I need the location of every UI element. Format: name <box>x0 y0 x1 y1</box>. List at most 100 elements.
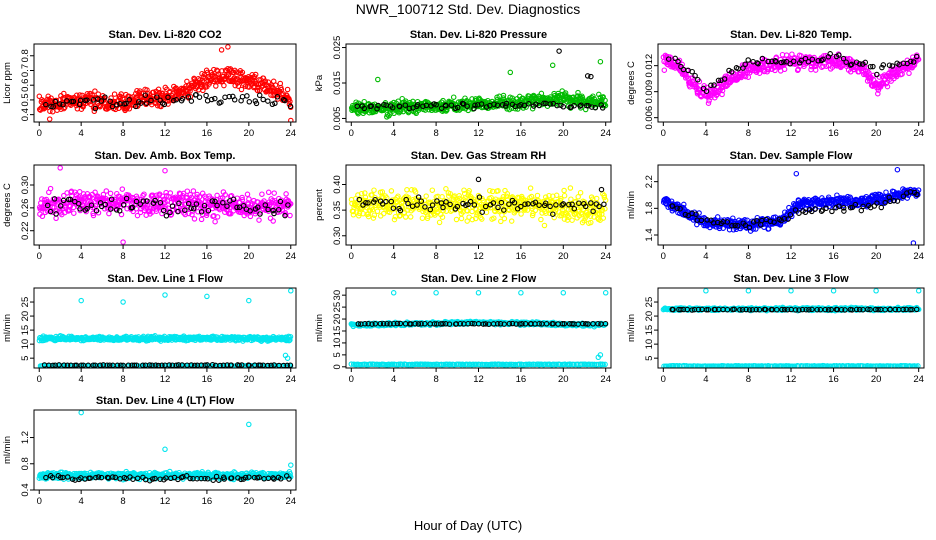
data-point <box>404 187 410 193</box>
data-point <box>587 213 594 219</box>
outlier-point <box>475 176 482 183</box>
y-axis-label: kPa <box>314 74 325 91</box>
data-point <box>438 105 445 112</box>
outlier-point <box>246 297 252 304</box>
x-tick-label: 8 <box>746 251 751 262</box>
data-point <box>870 63 876 70</box>
data-point <box>561 192 568 199</box>
data-point <box>93 207 100 214</box>
data-point <box>693 211 699 218</box>
data-point <box>569 201 575 208</box>
data-point <box>886 62 893 68</box>
data-point <box>862 59 869 66</box>
data-point <box>186 210 192 217</box>
data-point <box>578 102 584 108</box>
data-point <box>220 362 227 368</box>
outlier-point <box>218 47 225 53</box>
data-point <box>226 93 233 100</box>
data-point <box>98 98 105 104</box>
data-point <box>161 101 168 108</box>
data-point <box>257 362 264 368</box>
data-point <box>581 218 587 224</box>
data-point <box>91 108 98 115</box>
x-tick-label: 0 <box>349 128 354 139</box>
data-point <box>90 212 97 219</box>
data-point <box>107 98 113 104</box>
data-point <box>889 63 896 69</box>
data-point <box>447 201 453 208</box>
data-point <box>100 362 107 368</box>
data-point <box>447 190 453 197</box>
data-point <box>189 211 195 218</box>
data-point <box>577 189 584 196</box>
x-axis: 0 4 8 12 16 20 24 <box>349 245 611 262</box>
data-point <box>423 193 429 199</box>
data-point <box>39 213 46 220</box>
data-point <box>287 333 294 340</box>
data-point <box>874 200 880 206</box>
data-point <box>472 102 478 109</box>
data-point <box>278 86 285 93</box>
data-point <box>550 211 556 217</box>
data-point <box>52 362 58 368</box>
data-point <box>440 204 446 211</box>
y-tick-label: 25 <box>20 297 31 308</box>
data-point <box>265 189 272 196</box>
data-point <box>239 194 245 201</box>
data-point <box>214 214 221 220</box>
data-point <box>796 210 802 216</box>
data-point <box>149 362 155 368</box>
x-tick-label: 12 <box>473 128 484 139</box>
data-point <box>419 215 426 221</box>
data-point <box>169 203 176 209</box>
data-point <box>454 104 461 111</box>
x-tick-label: 8 <box>120 128 125 139</box>
x-axis: 0 4 8 12 16 20 24 <box>661 245 924 262</box>
data-point <box>107 206 114 212</box>
data-point <box>257 211 263 217</box>
x-tick-label: 4 <box>391 251 396 262</box>
outlier-point <box>284 355 291 361</box>
data-point <box>356 196 363 203</box>
data-point <box>904 57 911 64</box>
x-tick-label: 24 <box>285 251 296 262</box>
data-point <box>370 215 377 221</box>
data-point <box>379 189 386 195</box>
x-tick-label: 16 <box>516 251 527 262</box>
outlier-point <box>120 299 126 305</box>
data-point <box>575 194 581 200</box>
y-tick-label: 1.8 <box>644 202 655 215</box>
data-point <box>372 196 378 203</box>
data-point <box>368 103 375 109</box>
data-point <box>433 102 439 108</box>
data-point <box>450 94 457 100</box>
data-point <box>56 362 62 368</box>
data-point <box>208 96 215 103</box>
data-point <box>500 194 507 200</box>
data-point <box>239 93 246 100</box>
y-axis-label: degrees C <box>626 61 637 105</box>
y-tick-label: 15 <box>20 325 31 336</box>
data-point <box>71 210 77 216</box>
data-point <box>202 362 208 368</box>
data-point <box>134 212 141 219</box>
data-point <box>356 213 362 219</box>
data-point <box>283 191 289 197</box>
data-point <box>598 102 604 108</box>
data-point <box>789 51 795 57</box>
data-point <box>75 97 81 103</box>
data-point <box>745 57 751 63</box>
data-point <box>64 362 71 368</box>
data-point <box>36 93 43 100</box>
data-point <box>97 200 104 206</box>
data-point <box>536 102 542 109</box>
data-point <box>714 214 721 220</box>
data-point <box>270 218 276 224</box>
data-point <box>434 198 440 204</box>
data-point <box>407 214 414 220</box>
data-point <box>534 192 541 199</box>
